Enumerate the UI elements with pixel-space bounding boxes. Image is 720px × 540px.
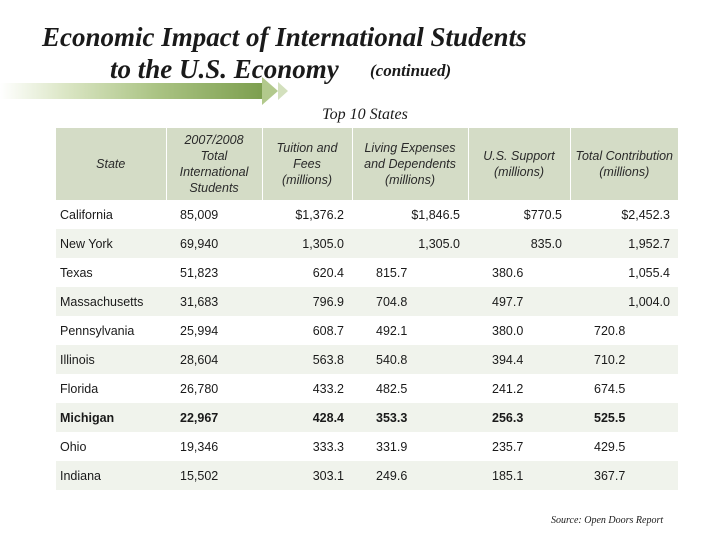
cell-living: $1,846.5 [411,207,460,222]
cell-total: 674.5 [594,381,626,396]
cell-state: Florida [60,381,99,396]
table-row: New York 69,940 1,305.0 1,305.0 835.0 1,… [56,229,678,258]
table-row: Illinois 28,604 563.8 540.8 394.4 710.2 [56,345,678,374]
title-line-1: Economic Impact of International Student… [42,22,527,52]
decorative-arrow-icon-small [278,82,288,100]
table-row: Ohio 19,346 333.3 331.9 235.7 429.5 [56,432,678,461]
source-note: Source: Open Doors Report [551,515,664,526]
cell-state: Pennsylvania [60,323,135,338]
cell-total: 429.5 [594,439,626,454]
header-row: State 2007/2008 Total International Stud… [56,128,678,200]
cell-state: Illinois [56,345,166,374]
header-state: State [56,128,167,200]
cell-support: 256.3 [468,403,570,432]
cell-total: 1,952.7 [570,229,678,258]
header-tuition: Tuition and Fees (millions) [262,128,353,200]
cell-living: 353.3 [352,403,468,432]
cell-total: 525.5 [570,403,678,432]
cell-tuition: $1,376.2 [295,207,344,222]
cell-support: 241.2 [492,381,524,396]
cell-tuition: 563.8 [262,345,352,374]
cell-total: 367.7 [570,461,678,490]
cell-support: 394.4 [468,345,570,374]
cell-state: California [60,207,113,222]
cell-tuition: 1,305.0 [262,229,352,258]
cell-students: 51,823 [180,265,219,280]
cell-students: 15,502 [166,461,262,490]
cell-tuition: 620.4 [312,265,344,280]
decorative-gradient-bar [0,83,262,99]
cell-total: $2,452.3 [621,207,670,222]
table-row: Massachusetts 31,683 796.9 704.8 497.7 1… [56,287,678,316]
cell-state: Michigan [56,403,166,432]
cell-students: 31,683 [166,287,262,316]
cell-support: 235.7 [492,439,524,454]
states-table: State 2007/2008 Total International Stud… [56,128,678,490]
cell-tuition: 333.3 [312,439,344,454]
cell-tuition: 428.4 [262,403,352,432]
cell-students: 19,346 [180,439,219,454]
cell-support: 380.0 [492,323,524,338]
table-row: Pennsylvania 25,994 608.7 492.1 380.0 72… [56,316,678,345]
cell-support: 380.6 [492,265,524,280]
cell-total: 1,055.4 [628,265,670,280]
cell-total: 1,004.0 [570,287,678,316]
cell-state: New York [56,229,166,258]
cell-living: 492.1 [376,323,408,338]
header-students: 2007/2008 Total International Students [166,128,263,200]
header-living: Living Expenses and Dependents (millions… [352,128,469,200]
header-total: Total Contribution (millions) [570,128,678,200]
table-row: Florida 26,780 433.2 482.5 241.2 674.5 [56,374,678,403]
cell-total: 710.2 [570,345,678,374]
cell-living: 540.8 [352,345,468,374]
title-note: (continued) [370,61,452,80]
cell-state: Indiana [56,461,166,490]
cell-living: 249.6 [352,461,468,490]
decorative-arrow-icon [262,77,278,105]
cell-students: 26,780 [180,381,219,396]
table-row: Michigan 22,967 428.4 353.3 256.3 525.5 [56,403,678,432]
table-subtitle: Top 10 States [322,106,408,123]
cell-living: 1,305.0 [352,229,468,258]
table-row: Indiana 15,502 303.1 249.6 185.1 367.7 [56,461,678,490]
cell-support: 185.1 [468,461,570,490]
cell-state: Massachusetts [56,287,166,316]
cell-students: 69,940 [166,229,262,258]
cell-support: 497.7 [468,287,570,316]
table-row: California 85,009 $1,376.2 $1,846.5 $770… [56,200,678,229]
header-support: U.S. Support (millions) [468,128,571,200]
cell-support: 835.0 [468,229,570,258]
cell-state: Texas [60,265,93,280]
cell-living: 704.8 [352,287,468,316]
cell-students: 85,009 [180,207,219,222]
cell-state: Ohio [60,439,87,454]
cell-tuition: 433.2 [312,381,344,396]
cell-tuition: 608.7 [312,323,344,338]
cell-students: 28,604 [166,345,262,374]
table-row: Texas 51,823 620.4 815.7 380.6 1,055.4 [56,258,678,287]
cell-students: 25,994 [180,323,219,338]
cell-students: 22,967 [166,403,262,432]
cell-living: 482.5 [376,381,408,396]
cell-tuition: 796.9 [262,287,352,316]
cell-tuition: 303.1 [262,461,352,490]
cell-support: $770.5 [523,207,562,222]
cell-living: 815.7 [376,265,408,280]
cell-living: 331.9 [376,439,408,454]
title-line-2: to the U.S. Economy [110,54,339,84]
cell-total: 720.8 [594,323,626,338]
